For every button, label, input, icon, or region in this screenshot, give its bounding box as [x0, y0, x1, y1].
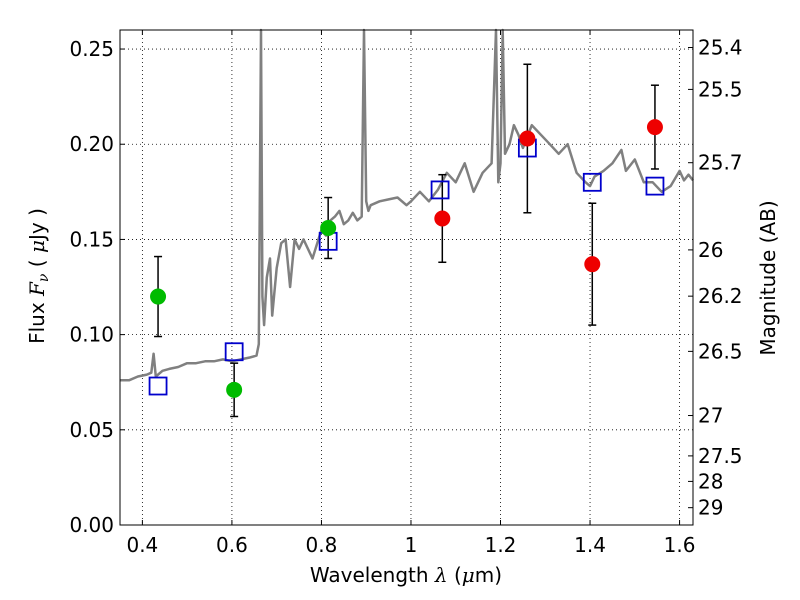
x-axis-unit-rest: m) [475, 563, 502, 587]
y-axis-unit-mu: μ [25, 240, 49, 253]
y-axis-label-text: Flux [25, 302, 49, 344]
magnitude-tick-label: 25.5 [698, 77, 743, 101]
y-tick-label: 0.00 [69, 513, 114, 537]
observed-nir-point [519, 130, 536, 147]
x-axis-ticks: 0.4 0.6 0.8 1 1.2 1.4 1.6 [126, 30, 695, 557]
model-photometry-square [148, 376, 168, 396]
plot-frame [119, 29, 694, 526]
magnitude-tick-label: 26.5 [698, 339, 743, 363]
model-spectrum-layer [120, 28, 694, 382]
magnitude-tick-label: 26.2 [698, 284, 743, 308]
x-tick-label: 0.6 [216, 533, 248, 557]
model-spectrum-line [120, 28, 694, 382]
x-tick-label: 1.2 [485, 533, 517, 557]
model-photometry-square [430, 180, 450, 200]
observed-nir-point [646, 119, 663, 136]
magnitude-tick-label: 29 [698, 496, 723, 520]
y-axis-ticks: 0.00 0.05 0.10 0.15 0.20 0.25 [69, 37, 125, 537]
magnitude-axis-ticks: 25.4 25.5 25.7 26 26.2 26.5 27 27.528 29 [688, 36, 743, 520]
observed-nir-point [434, 210, 451, 227]
grid-lines [120, 30, 693, 526]
observed-nir-point [584, 256, 601, 273]
magnitude-tick-label: 25.4 [698, 36, 743, 60]
x-axis-unit-open: ( [454, 563, 462, 587]
observed-optical-point [226, 381, 243, 398]
y-tick-label: 0.15 [69, 227, 114, 251]
error-bars-layer [154, 63, 659, 418]
x-axis-label: Wavelength λ (μm) [310, 563, 502, 587]
y-tick-label: 0.05 [69, 418, 114, 442]
x-tick-label: 1 [405, 533, 418, 557]
model-photometry-square [224, 342, 244, 362]
x-tick-label: 1.6 [664, 533, 696, 557]
x-axis-unit-mu: μ [462, 563, 475, 587]
y-tick-label: 0.20 [69, 132, 114, 156]
magnitude-tick-label: 26 [698, 238, 723, 262]
model-photometry-square [582, 172, 602, 192]
magnitude-tick-label: 27 [698, 404, 723, 428]
y-axis-symbol: F [25, 281, 49, 297]
y-axis-subscript: ν [36, 273, 52, 282]
magnitude-axis-label: Magnitude (AB) [756, 200, 780, 355]
x-tick-label: 1.4 [574, 533, 606, 557]
x-tick-label: 0.8 [306, 533, 338, 557]
model-photometry-square [645, 176, 665, 196]
x-axis-label-text: Wavelength [310, 563, 429, 587]
x-axis-lambda: λ [434, 563, 448, 587]
observed-optical-point [320, 220, 337, 236]
y-tick-label: 0.25 [69, 37, 114, 61]
magnitude-tick-label: 27.5 [698, 444, 743, 468]
y-axis-unit-open: ( [25, 259, 49, 267]
y-tick-label: 0.10 [69, 323, 114, 347]
y-axis-unit-rest: Jy ) [25, 208, 49, 242]
magnitude-tick-label: 28 [698, 469, 723, 493]
x-tick-label: 0.4 [126, 533, 158, 557]
observed-photometry-layer [150, 119, 663, 398]
y-axis-label: Flux Fν ( μJy ) [25, 208, 52, 344]
observed-optical-point [150, 288, 167, 305]
magnitude-tick-label: 25.7 [698, 151, 743, 175]
